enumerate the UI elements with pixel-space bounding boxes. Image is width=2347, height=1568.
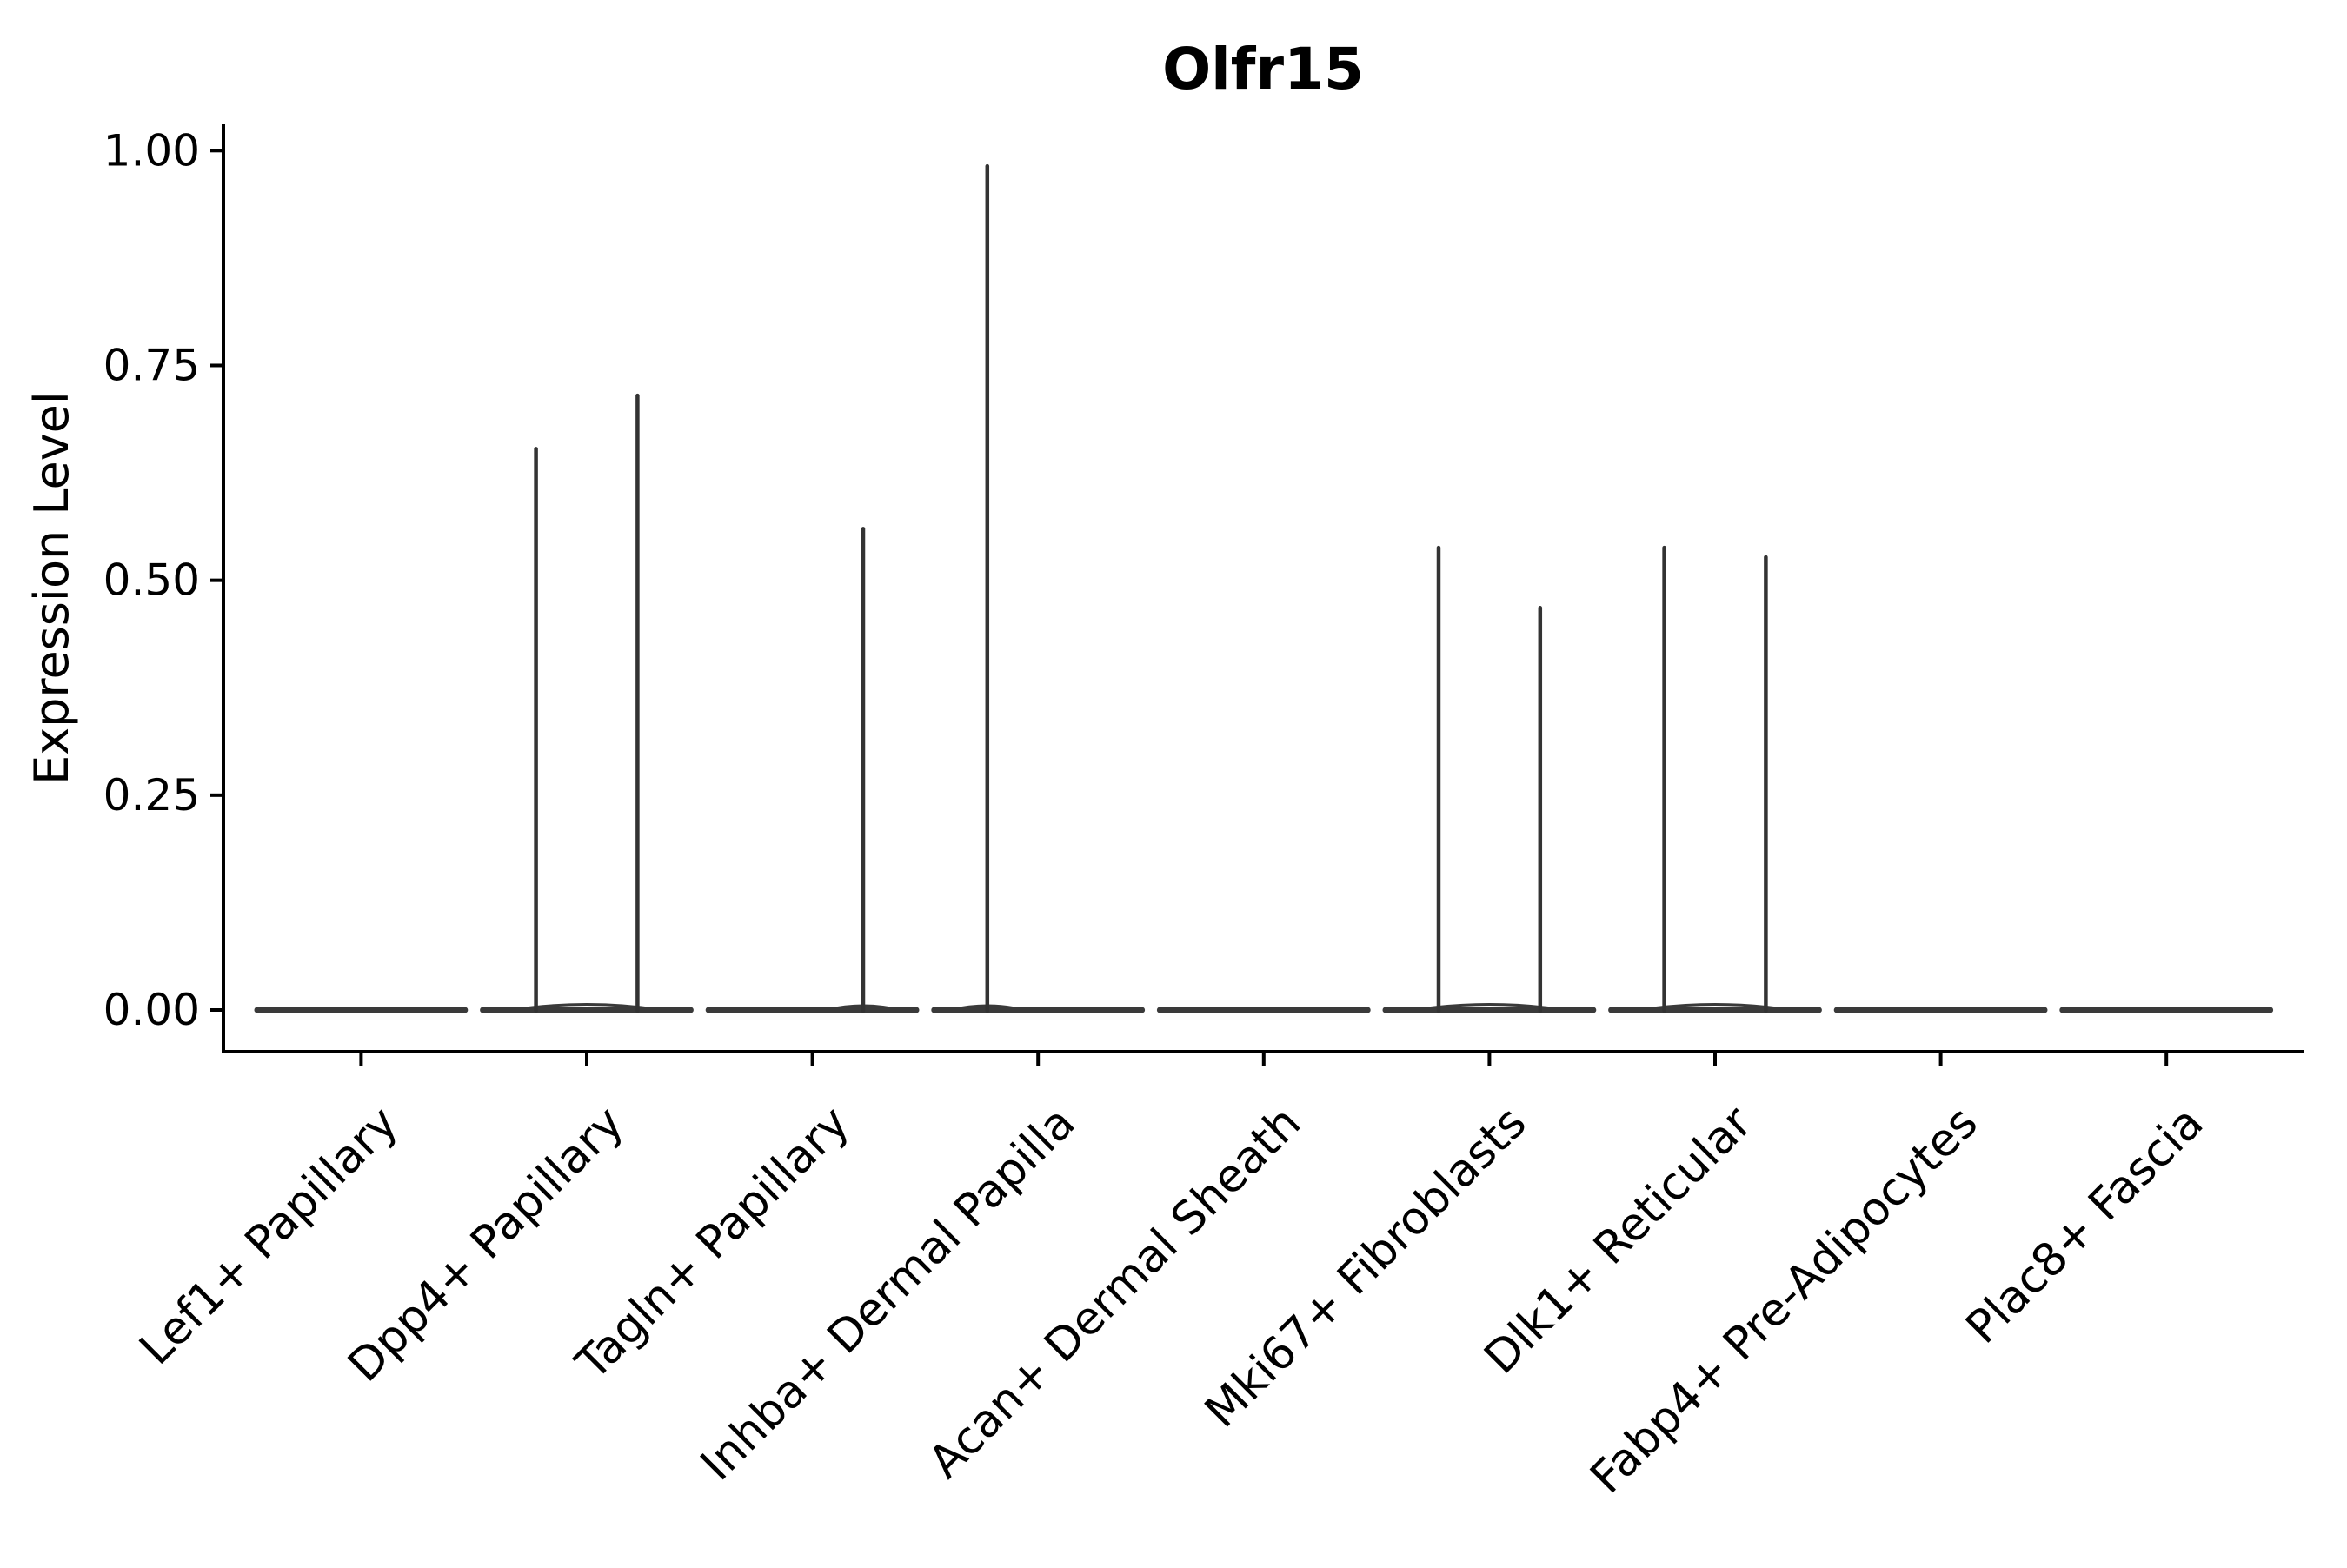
- y-tick-label: 0.00: [103, 985, 200, 1035]
- y-tick-label: 0.25: [103, 770, 200, 821]
- y-tick-label: 0.50: [103, 555, 200, 606]
- y-tick-label: 0.75: [103, 340, 200, 390]
- chart-title: Olfr15: [1162, 36, 1364, 103]
- y-tick-label: 1.00: [103, 125, 200, 176]
- y-axis-label: Expression Level: [24, 391, 79, 785]
